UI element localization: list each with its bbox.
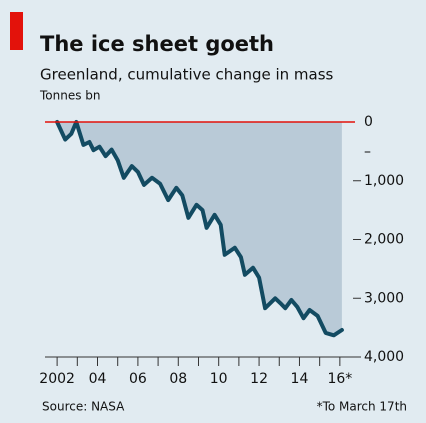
x-tick-label: 12	[250, 371, 268, 387]
chart-subtitle: Greenland, cumulative change in mass	[40, 66, 334, 84]
unit-label: Tonnes bn	[39, 89, 101, 103]
x-tick-label: 16*	[327, 371, 352, 387]
header-flag	[10, 12, 23, 50]
y-tick-label: 4,000	[364, 349, 404, 365]
y-tick-label: 1,000	[364, 173, 404, 189]
x-tick-label: 06	[129, 371, 147, 387]
line	[55, 120, 344, 338]
x-tick-label: 04	[89, 371, 107, 387]
note: *To March 17th	[317, 400, 407, 414]
y-tick-label: 3,000	[364, 290, 404, 306]
y-tick-label: 2,000	[364, 232, 404, 248]
area	[57, 122, 355, 336]
x-tick-label: 10	[210, 371, 228, 387]
negative-sign: –	[364, 144, 371, 160]
x-tick-label: 14	[291, 371, 309, 387]
x-tick-label: 2002	[39, 371, 75, 387]
x-tick-label: 08	[169, 371, 187, 387]
chart-title: The ice sheet goeth	[40, 32, 274, 56]
y-tick-label: 0	[364, 114, 373, 130]
source: Source: NASA	[42, 400, 125, 414]
